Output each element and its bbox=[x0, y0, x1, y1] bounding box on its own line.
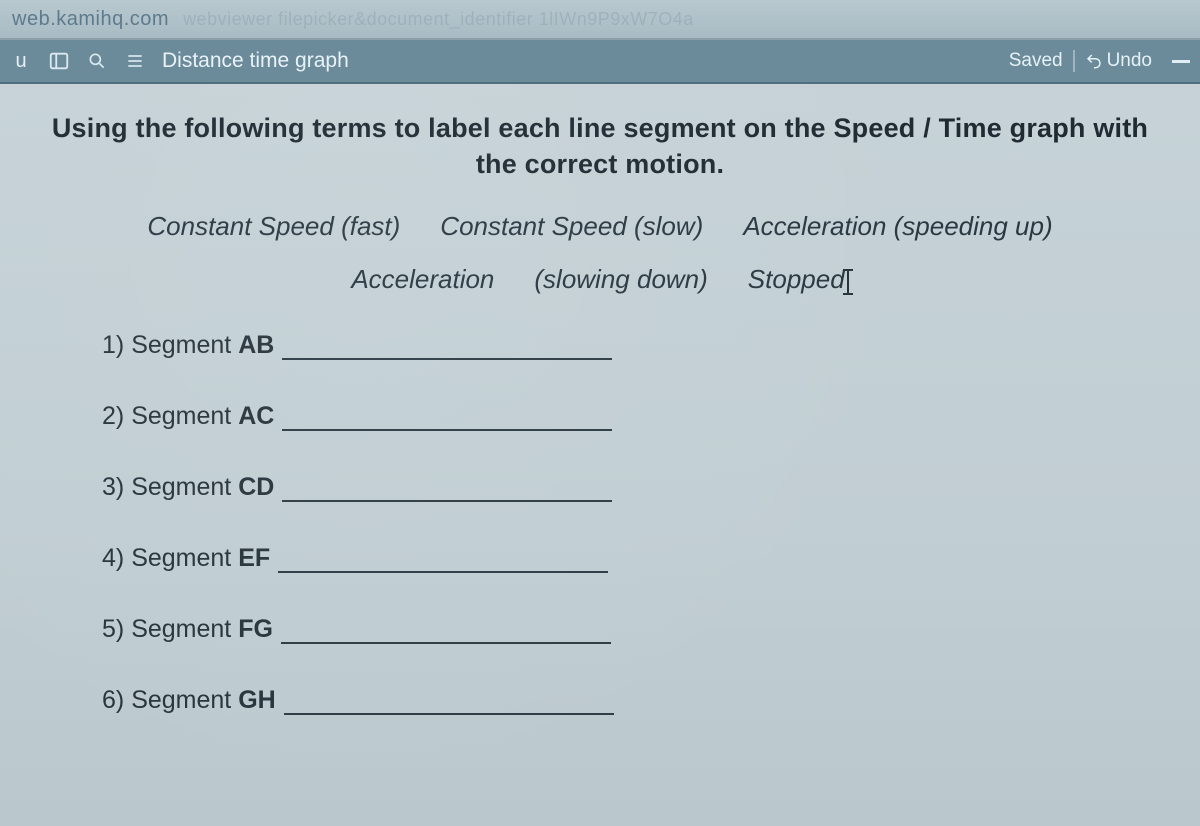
term-item: Constant Speed (fast) bbox=[147, 211, 400, 242]
segment-code: FG bbox=[238, 615, 273, 643]
url-host: web.kamihq.com bbox=[12, 8, 169, 31]
kami-toolbar: u Distance time graph Saved Undo bbox=[0, 40, 1200, 84]
heading-line-1: Using the following terms to label each … bbox=[52, 113, 1148, 143]
segment-row: 1) Segment AB bbox=[102, 331, 1152, 360]
segment-label: 1) Segment AB bbox=[102, 331, 274, 360]
undo-label: Undo bbox=[1107, 50, 1152, 72]
segment-code: EF bbox=[238, 544, 270, 572]
segment-code: AC bbox=[238, 402, 274, 430]
answer-blank[interactable] bbox=[282, 405, 612, 431]
saved-label: Saved bbox=[1009, 50, 1063, 72]
sidebar-toggle-icon[interactable] bbox=[48, 50, 70, 72]
term-item: Stopped bbox=[748, 264, 849, 295]
segment-label: 2) Segment AC bbox=[102, 402, 274, 431]
segment-word: Segment bbox=[131, 473, 238, 501]
answer-blank[interactable] bbox=[281, 618, 611, 644]
heading-line-2: the correct motion. bbox=[476, 149, 724, 179]
menu-u-icon[interactable]: u bbox=[10, 50, 32, 72]
segment-label: 5) Segment FG bbox=[102, 615, 273, 644]
search-icon[interactable] bbox=[86, 50, 108, 72]
term-item: Acceleration bbox=[351, 264, 494, 295]
segment-code: GH bbox=[238, 686, 276, 714]
segment-word: Segment bbox=[131, 331, 238, 359]
answer-blank[interactable] bbox=[282, 334, 612, 360]
segment-row: 4) Segment EF bbox=[102, 544, 1152, 573]
segment-number: 3) bbox=[102, 473, 124, 501]
segment-word: Segment bbox=[131, 615, 238, 643]
term-item: (slowing down) bbox=[534, 264, 707, 295]
text-cursor-icon bbox=[847, 269, 849, 295]
answer-blank[interactable] bbox=[284, 689, 614, 715]
segment-word: Segment bbox=[131, 544, 238, 572]
segment-row: 3) Segment CD bbox=[102, 473, 1152, 502]
segment-word: Segment bbox=[131, 686, 238, 714]
url-path-faded: webviewer filepicker&document_identifier… bbox=[183, 9, 694, 30]
segment-code: AB bbox=[238, 331, 274, 359]
segment-row: 5) Segment FG bbox=[102, 615, 1152, 644]
page-heading: Using the following terms to label each … bbox=[48, 110, 1152, 183]
answer-blank[interactable] bbox=[282, 476, 612, 502]
term-stopped-text: Stopped bbox=[748, 264, 845, 295]
segment-number: 4) bbox=[102, 544, 124, 572]
segment-label: 3) Segment CD bbox=[102, 473, 274, 502]
term-item: Constant Speed (slow) bbox=[440, 211, 703, 242]
term-item: Acceleration (speeding up) bbox=[743, 211, 1052, 242]
segment-row: 2) Segment AC bbox=[102, 402, 1152, 431]
answer-blank[interactable] bbox=[278, 547, 608, 573]
segment-number: 6) bbox=[102, 686, 124, 714]
segment-word: Segment bbox=[131, 402, 238, 430]
toolbar-divider bbox=[1073, 50, 1075, 72]
segment-number: 1) bbox=[102, 331, 124, 359]
term-bank: Constant Speed (fast) Constant Speed (sl… bbox=[72, 211, 1128, 295]
segment-label: 6) Segment GH bbox=[102, 686, 276, 715]
segment-list: 1) Segment AB 2) Segment AC 3) Segment C… bbox=[102, 331, 1152, 715]
browser-url-bar: web.kamihq.com webviewer filepicker&docu… bbox=[0, 0, 1200, 40]
document-page: Using the following terms to label each … bbox=[0, 84, 1200, 826]
segment-number: 5) bbox=[102, 615, 124, 643]
segment-code: CD bbox=[238, 473, 274, 501]
segment-label: 4) Segment EF bbox=[102, 544, 270, 573]
outline-icon[interactable] bbox=[124, 50, 146, 72]
minimize-icon[interactable] bbox=[1172, 60, 1190, 63]
segment-row: 6) Segment GH bbox=[102, 686, 1152, 715]
undo-button[interactable]: Undo bbox=[1085, 50, 1152, 72]
segment-number: 2) bbox=[102, 402, 124, 430]
document-title: Distance time graph bbox=[162, 49, 349, 73]
